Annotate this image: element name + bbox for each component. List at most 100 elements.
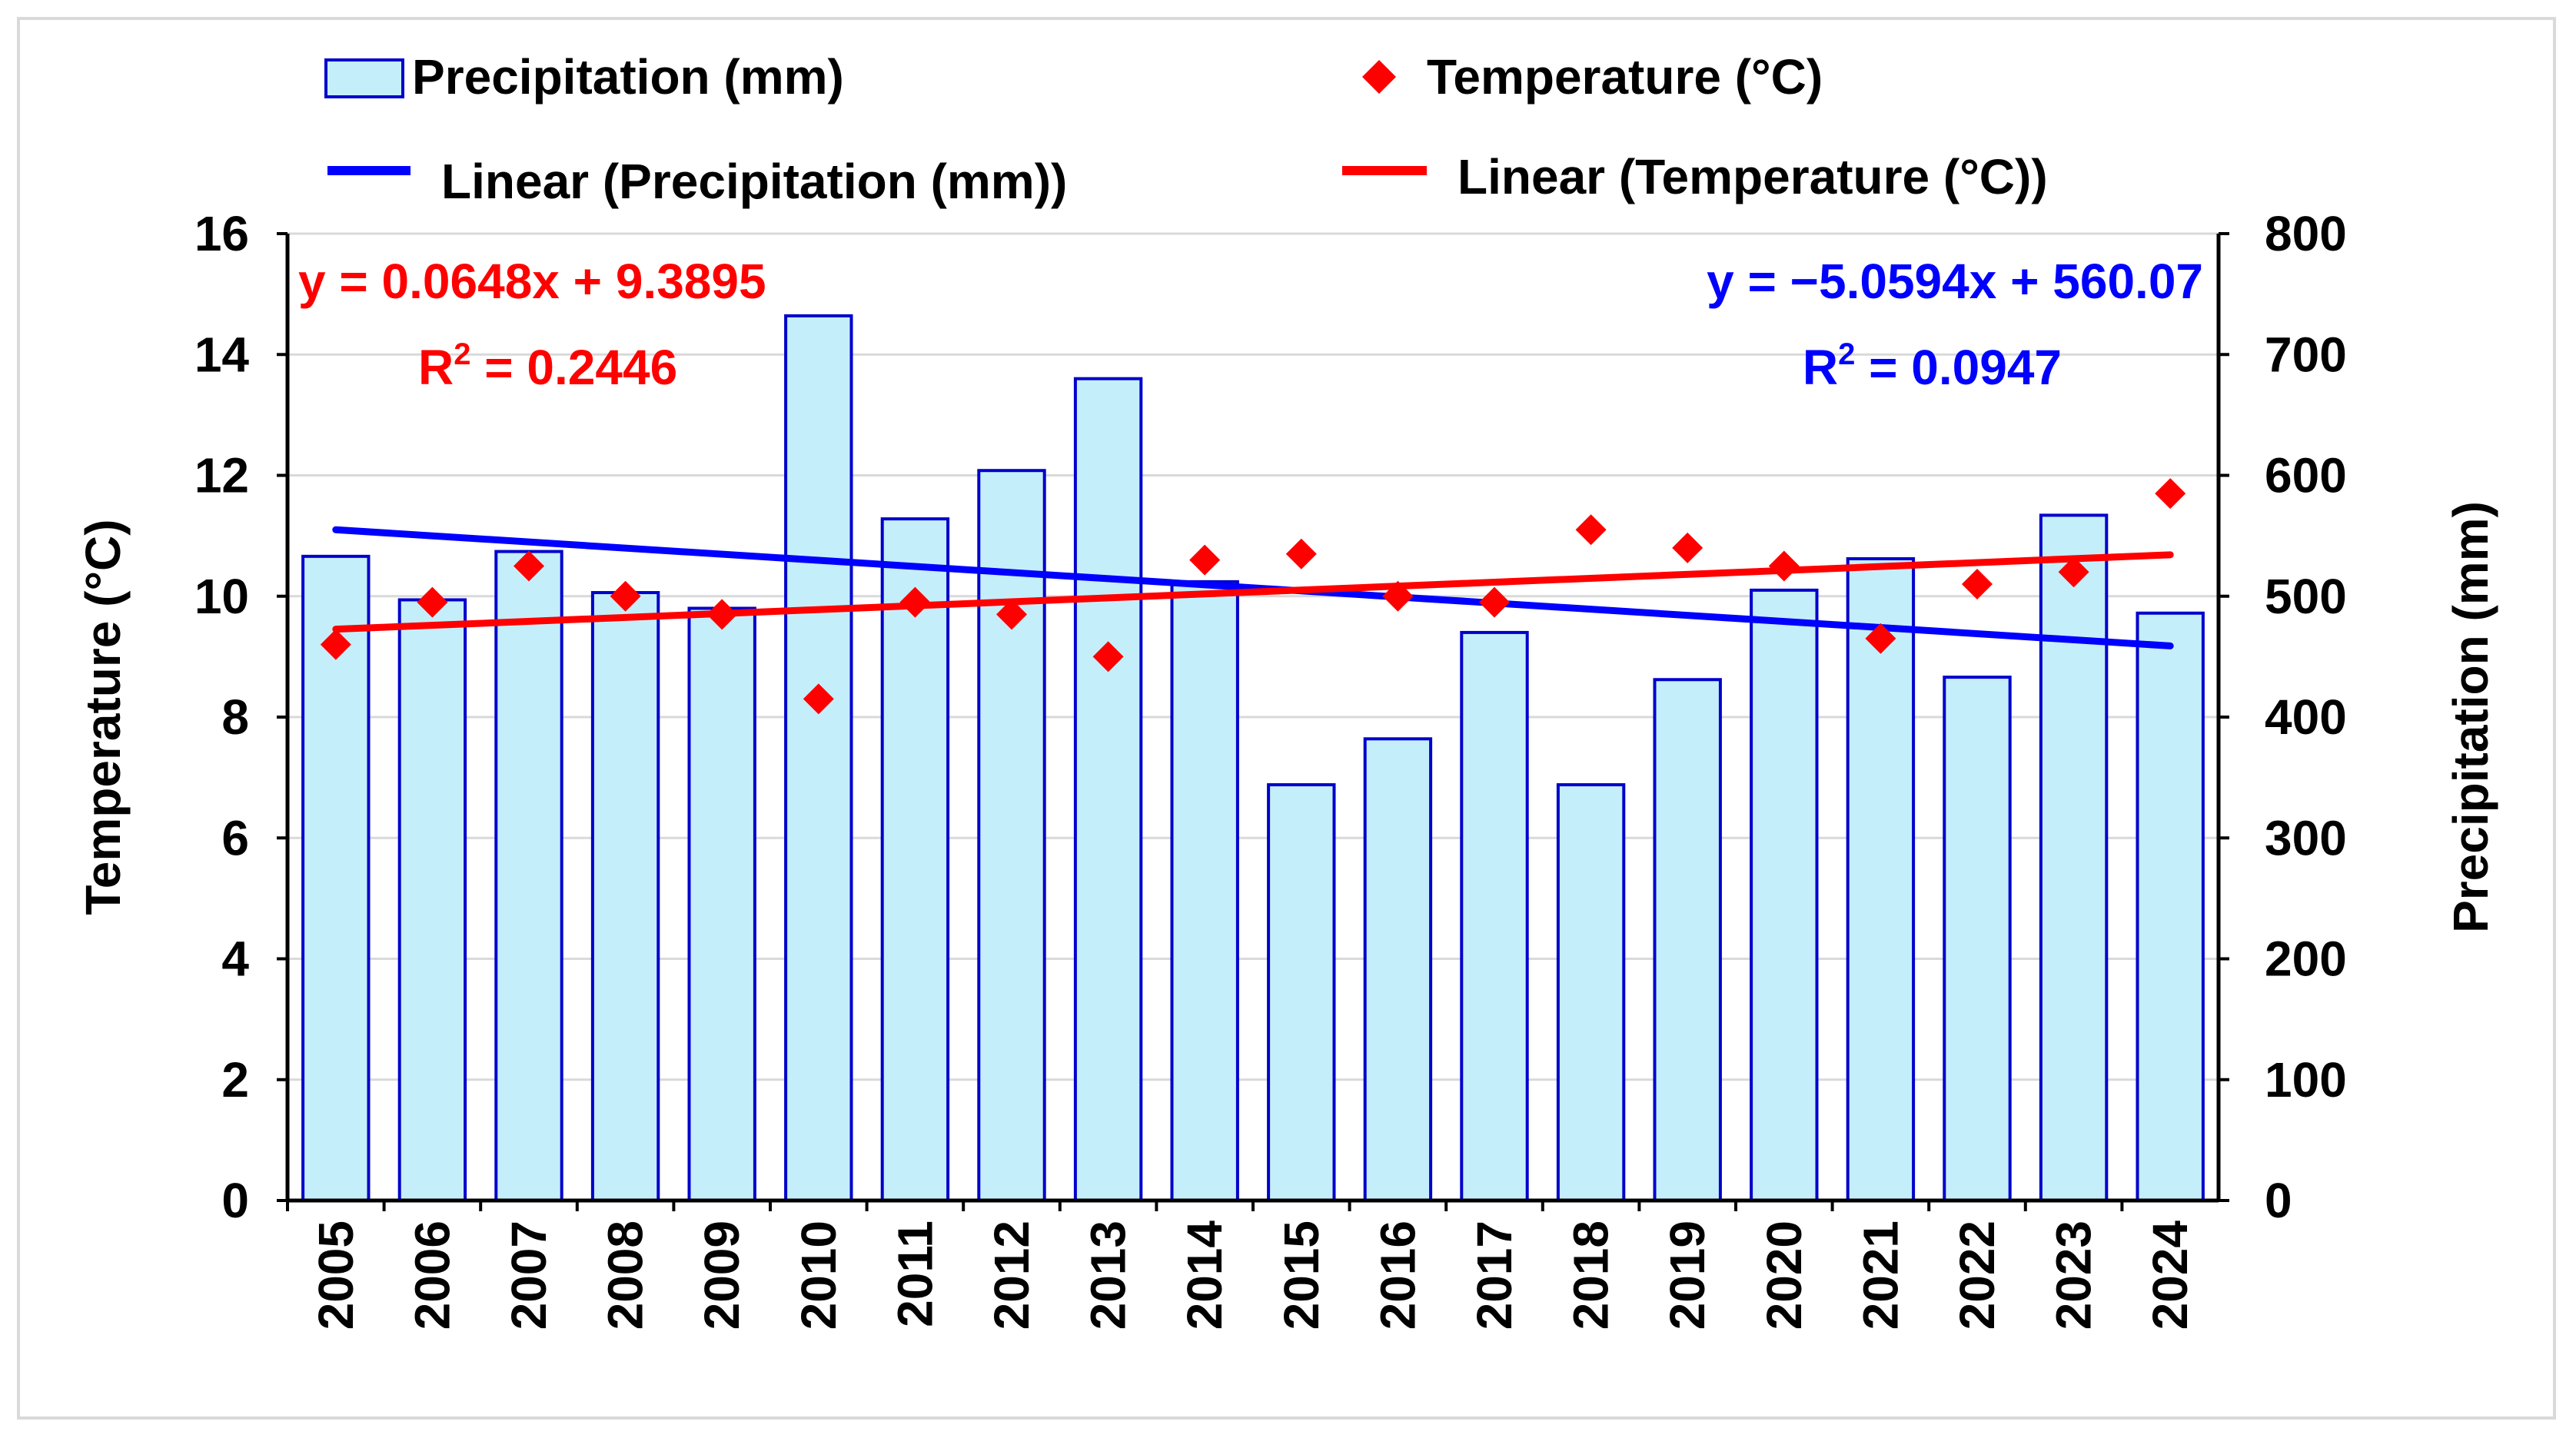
precipitation-bar xyxy=(1556,783,1626,1202)
y-right-tick-label: 500 xyxy=(2265,569,2347,624)
legend-diamond-marker xyxy=(1362,60,1396,94)
precipitation-bars xyxy=(301,314,2205,1203)
temperature-marker xyxy=(996,599,1027,630)
x-tick-label: 2020 xyxy=(1757,1220,1812,1330)
precipitation-bar xyxy=(977,469,1046,1202)
temperature-marker xyxy=(2155,478,2186,510)
precipitation-bar xyxy=(1170,580,1239,1202)
x-tick-label: 2016 xyxy=(1370,1220,1425,1330)
y-left-tick-label: 0 xyxy=(221,1173,249,1228)
precipitation-bar xyxy=(2136,611,2205,1202)
precipitation-bar xyxy=(494,550,563,1202)
precipitation-bar xyxy=(397,598,467,1202)
x-tick-label: 2022 xyxy=(1949,1220,2005,1330)
x-tick-label: 2006 xyxy=(404,1220,460,1330)
precipitation-bar xyxy=(2039,513,2109,1202)
y-right-tick-label: 800 xyxy=(2265,206,2347,261)
x-tick-label: 2011 xyxy=(887,1220,942,1327)
temperature-marker xyxy=(1382,580,1414,612)
precipitation-bar xyxy=(1073,377,1143,1203)
y-left-tick-label: 12 xyxy=(194,448,249,503)
legend-label-temperature: Temperature (°C) xyxy=(1427,49,1823,105)
y-right-tick-label: 300 xyxy=(2265,810,2347,865)
legend-item-precipitation: Precipitation (mm) xyxy=(324,49,844,105)
temp-trend-equation-group: y = 0.0648x + 9.3895 R2 = 0.2446 xyxy=(298,254,766,395)
precipitation-bar xyxy=(687,606,756,1202)
temperature-marker xyxy=(417,586,448,618)
y-right-tick-label: 0 xyxy=(2265,1173,2292,1228)
temp-trend-r2: R2 = 0.2446 xyxy=(418,337,677,395)
temp-trend-equation: y = 0.0648x + 9.3895 xyxy=(298,254,766,309)
temperature-marker xyxy=(514,550,544,582)
precipitation-bar xyxy=(1943,676,2012,1202)
temp-r2-value: = 0.2446 xyxy=(470,340,677,395)
precip-r2-prefix: R xyxy=(1803,340,1838,395)
x-tick-label: 2008 xyxy=(598,1220,653,1330)
x-tick-label: 2007 xyxy=(501,1220,557,1330)
precip-trend-equation-group: y = −5.0594x + 560.07 R2 = 0.0947 xyxy=(1707,254,2203,395)
temperature-trendline xyxy=(332,551,2174,633)
legend-label-precipitation: Precipitation (mm) xyxy=(412,49,844,105)
temperature-marker xyxy=(706,599,738,630)
precipitation-bar xyxy=(590,591,660,1202)
precipitation-bar xyxy=(1460,630,1529,1202)
temperature-marker xyxy=(1672,532,1703,563)
precipitation-bar xyxy=(1750,588,1819,1202)
trendlines xyxy=(332,526,2174,649)
chart-frame: 0 2 4 6 8 10 12 14 16 0 100 200 300 400 500 600 700 800 20… xyxy=(17,17,2556,1420)
legend-bar-swatch xyxy=(324,58,404,98)
temperature-marker xyxy=(1479,586,1510,618)
legend-item-temp-trend: Linear (Temperature (°C)) xyxy=(1342,149,2048,204)
precipitation-bar xyxy=(784,314,853,1202)
y-right-axis-title: Precipitation (mm) xyxy=(2443,501,2498,933)
legend: Precipitation (mm) Temperature (°C) Line… xyxy=(324,49,2048,209)
temperature-marker xyxy=(1092,641,1124,673)
y-left-tick-label: 14 xyxy=(194,327,250,382)
x-tick-label: 2014 xyxy=(1177,1220,1232,1330)
temperature-marker xyxy=(1768,550,1800,582)
chart-svg: 0 2 4 6 8 10 12 14 16 0 100 200 300 400 500 600 700 800 20… xyxy=(75,49,2498,1330)
temp-r2-prefix: R xyxy=(418,340,454,395)
temperature-marker xyxy=(803,683,834,715)
legend-item-precip-trend: Linear (Precipitation (mm)) xyxy=(327,154,1067,209)
x-tick-label: 2010 xyxy=(791,1220,846,1330)
temperature-marker xyxy=(1865,623,1896,654)
precipitation-bar xyxy=(1267,783,1336,1202)
y-right-tick-label: 400 xyxy=(2265,689,2347,745)
temperature-marker xyxy=(1575,514,1607,546)
y-left-tick-label: 10 xyxy=(194,569,249,624)
legend-item-temperature: Temperature (°C) xyxy=(1362,49,1823,105)
precip-trend-r2: R2 = 0.0947 xyxy=(1803,337,2062,395)
temperature-marker xyxy=(320,629,351,660)
precipitation-bar xyxy=(1363,737,1433,1202)
precipitation-bar xyxy=(880,517,950,1202)
x-tick-label: 2009 xyxy=(694,1220,750,1330)
precip-r2-sup: 2 xyxy=(1838,337,1855,371)
temperature-marker xyxy=(1189,544,1221,576)
y-left-tick-label: 16 xyxy=(194,206,249,261)
x-tick-label: 2015 xyxy=(1274,1220,1329,1330)
temperature-marker xyxy=(1285,538,1317,570)
y-right-tick-label: 700 xyxy=(2265,327,2347,382)
y-right-tick-label: 600 xyxy=(2265,448,2347,503)
x-tick-label: 2005 xyxy=(308,1220,364,1330)
temperature-marker xyxy=(899,586,931,618)
precip-trend-equation: y = −5.0594x + 560.07 xyxy=(1707,254,2203,309)
y-left-tick-label: 6 xyxy=(221,810,249,865)
temperature-marker xyxy=(2058,556,2089,588)
legend-label-precip-trend: Linear (Precipitation (mm)) xyxy=(441,154,1067,209)
x-tick-label: 2012 xyxy=(984,1220,1039,1330)
y-right-tick-label: 200 xyxy=(2265,932,2347,987)
y-left-axis-title: Temperature (°C) xyxy=(75,519,131,915)
y-right-tick-label: 100 xyxy=(2265,1052,2347,1108)
x-tick-label: 2019 xyxy=(1660,1220,1715,1330)
x-tick-label: 2013 xyxy=(1081,1220,1136,1330)
precipitation-bar xyxy=(301,554,371,1202)
x-tick-label: 2018 xyxy=(1564,1220,1619,1330)
x-tick-label: 2024 xyxy=(2142,1220,2198,1330)
x-tick-label: 2017 xyxy=(1467,1220,1522,1330)
temperature-marker xyxy=(610,580,641,612)
temp-r2-sup: 2 xyxy=(454,337,470,371)
legend-label-temp-trend: Linear (Temperature (°C)) xyxy=(1458,149,2048,204)
tick-labels: 0 2 4 6 8 10 12 14 16 0 100 200 300 400 500 600 700 800 20… xyxy=(194,206,2347,1330)
